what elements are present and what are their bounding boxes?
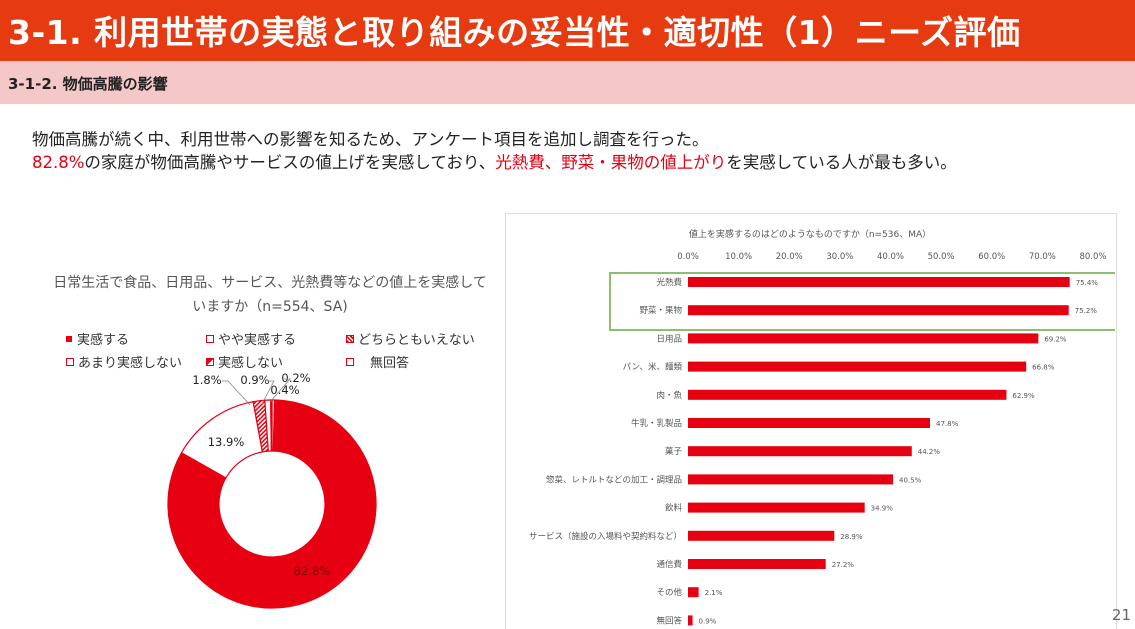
legend-item-1: 実感する	[66, 329, 129, 348]
bar	[688, 502, 865, 513]
legend-swatch-hatched	[346, 335, 354, 343]
donut-slices	[167, 399, 377, 609]
bar-value-label: 0.9%	[699, 617, 717, 625]
legend-label: やや実感する	[218, 333, 297, 348]
bar-value-label: 69.2%	[1044, 335, 1067, 343]
x-tick-label: 20.0%	[776, 252, 803, 262]
bar	[688, 361, 1027, 372]
legend-swatch-outline	[66, 358, 74, 366]
legend-swatch-solid	[66, 336, 72, 342]
legend-item-3: どちらともいえない	[346, 329, 475, 348]
x-tick-label: 50.0%	[928, 252, 955, 262]
bar	[688, 446, 912, 457]
bar-category-label: サービス（施設の入場料や契約料など）	[529, 531, 682, 542]
bar	[688, 474, 894, 485]
bar-category-label: その他	[656, 587, 682, 598]
donut-chart: 日常生活で食品、日用品、サービス、光熱費等などの値上を実感して いますか（n=5…	[53, 274, 487, 609]
legend-label: 実感する	[77, 333, 130, 348]
x-tick-label: 0.0%	[677, 252, 699, 262]
legend-item-2: やや実感する	[206, 329, 296, 348]
bar-category-label: 肉・魚	[656, 390, 682, 401]
legend-item-4: あまり実感しない	[66, 352, 182, 371]
donut-leader-line	[261, 380, 275, 405]
bar-category-label: パン、米、麺類	[623, 362, 683, 373]
legend-swatch-outline	[206, 335, 214, 343]
donut-leader-line	[269, 378, 291, 403]
x-tick-label: 40.0%	[877, 252, 904, 262]
x-tick-label: 10.0%	[725, 252, 752, 262]
bar-category-label: 無回答	[656, 615, 682, 626]
bar-chart: 値上を実感するのはどのようなものですか（n=536、MA） 0.0% 10.0% 2…	[529, 228, 1115, 626]
donut-slice-4	[270, 399, 273, 452]
intro-text: 物価高騰が続く中、利用世帯への影響を知るため、アンケート項目を追加し調査を行った…	[32, 128, 957, 174]
donut-label-0: 82.8%	[294, 564, 331, 578]
bar-chart-title: 値上を実感するのはどのようなものですか（n=536、MA）	[689, 228, 931, 240]
donut-slice-0	[167, 399, 377, 609]
bar-category-label: 光熱費	[656, 277, 682, 288]
bar-value-label: 75.4%	[1076, 279, 1099, 287]
bar-value-label: 44.2%	[918, 448, 941, 456]
bar-value-label: 27.2%	[832, 561, 855, 569]
bar-value-label: 47.8%	[936, 420, 959, 428]
intro-line-2: 82.8%の家庭が物価高騰やサービスの値上げを実感しており、光熱費、野菜・果物の…	[32, 151, 957, 174]
donut-label-2: 1.8%	[192, 373, 221, 387]
donut-label-3: 0.9%	[240, 373, 269, 387]
title-bar: 3-1. 利用世帯の実態と取り組みの妥当性・適切性（1）ニーズ評価	[0, 0, 1135, 61]
bar-chart-panel	[505, 213, 1117, 629]
legend-label: あまり実感しない	[78, 356, 183, 371]
bar-category-label: 飲料	[665, 503, 683, 514]
bar-category-label: 日用品	[656, 334, 682, 344]
bar-category-label: 惣菜、レトルトなどの加工・調理品	[546, 474, 682, 485]
donut-title-line1: 日常生活で食品、日用品、サービス、光熱費等などの値上を実感して	[53, 274, 487, 291]
x-tick-label: 80.0%	[1079, 252, 1106, 262]
legend-swatch-empty	[346, 358, 354, 366]
intro-pct: 82.8%	[32, 153, 85, 172]
bar	[688, 333, 1039, 344]
bar-value-label: 62.9%	[1012, 392, 1035, 400]
bar	[688, 305, 1069, 316]
bar-ticks: 0.0% 10.0% 20.0% 30.0% 40.0% 50.0% 60.0% 70.0% 8…	[677, 252, 1106, 262]
bar-category-label: 野菜・果物	[639, 305, 682, 316]
intro-text-b: を実感している人が最も多い。	[726, 153, 957, 172]
x-tick-label: 30.0%	[826, 252, 853, 262]
legend-label: 無回答	[370, 356, 410, 371]
intro-highlight: 光熱費、野菜・果物の値上がり	[495, 153, 727, 172]
bar	[688, 418, 930, 428]
donut-title-line2: いますか（n=554、SA)	[192, 299, 348, 315]
section-title: 3-1-2. 物価高騰の影響	[8, 75, 168, 93]
bar-category-label: 菓子	[665, 446, 683, 457]
intro-line-1: 物価高騰が続く中、利用世帯への影響を知るため、アンケート項目を追加し調査を行った…	[32, 130, 709, 149]
x-tick-label: 70.0%	[1029, 252, 1056, 262]
donut-labels: 82.8%13.9%1.8% 0.9% 0.2%0.4%	[192, 371, 330, 578]
highlight-box	[609, 272, 1115, 331]
bar-value-label: 2.1%	[705, 589, 723, 597]
bar-value-label: 28.9%	[840, 533, 863, 541]
bar-value-label: 66.8%	[1032, 364, 1055, 372]
section-bar: 3-1-2. 物価高騰の影響	[0, 61, 1135, 104]
bar-value-label: 40.5%	[899, 476, 922, 484]
page-title: 3-1. 利用世帯の実態と取り組みの妥当性・適切性（1）ニーズ評価	[8, 13, 1021, 52]
bar	[688, 615, 693, 626]
legend-label: 実感しない	[218, 356, 284, 371]
legend-item-6: 無回答	[346, 352, 409, 371]
donut-label-1: 13.9%	[208, 435, 245, 449]
bar	[688, 559, 826, 569]
intro-text-a: の家庭が物価高騰やサービスの値上げを実感しており、	[84, 153, 496, 172]
bar	[688, 277, 1070, 287]
bar-category-label: 通信費	[656, 559, 682, 570]
donut-label-4: 0.2%	[281, 371, 310, 385]
bar-value-label: 34.9%	[871, 505, 894, 513]
bar	[688, 389, 1007, 400]
donut-leader-line	[222, 380, 251, 406]
bar	[688, 587, 699, 598]
bar-value-label: 75.2%	[1075, 307, 1098, 315]
legend-swatch-half	[206, 358, 214, 366]
legend-label: どちらともいえない	[358, 333, 475, 348]
legend-item-5: 実感しない	[206, 352, 283, 371]
page-number: 21	[1111, 606, 1131, 624]
bar-category-label: 牛乳・乳製品	[631, 418, 682, 429]
bar-rows: 光熱費 75.4% 野菜・果物 75.2% 日用品 69.2% パン、米、麺類 66.8% 肉・…	[529, 277, 1098, 626]
bar	[688, 530, 835, 541]
x-tick-label: 60.0%	[978, 252, 1005, 262]
